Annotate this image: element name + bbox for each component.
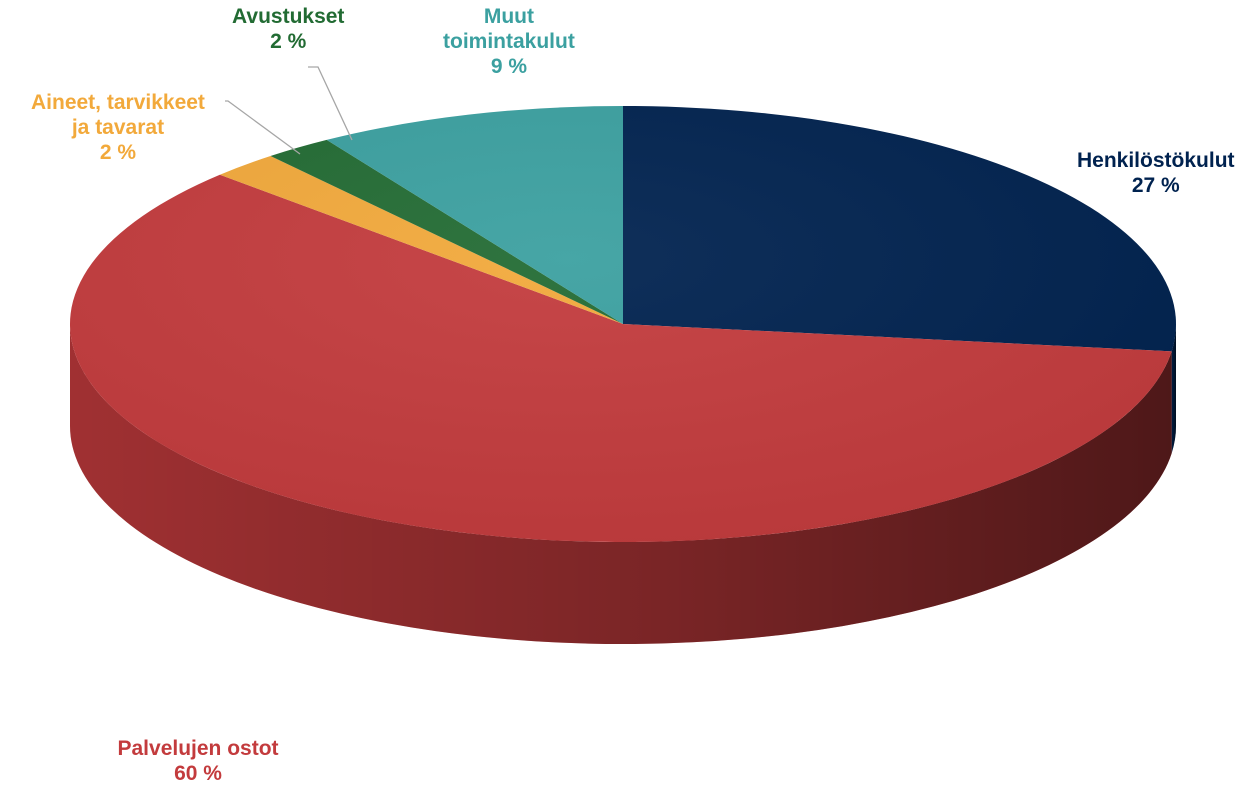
slice-name-text: ja tavarat — [71, 116, 165, 139]
data-label-muut-toimintakulut: Muut toimintakulut 9 % — [443, 4, 575, 79]
leader-line-avustukset — [308, 66, 353, 141]
data-label-henkilostokulut: Henkilöstökulut 27 % — [1077, 148, 1235, 198]
pie-top-sheen — [70, 106, 1176, 542]
data-label-aineet-tarvikkeet-ja-tavarat: Aineet, tarvikkeet ja tavarat 2 % — [31, 90, 205, 165]
slice-name-text: Palvelujen ostot — [117, 737, 279, 760]
data-label-avustukset: Avustukset 2 % — [232, 4, 344, 54]
slice-name-text: Avustukset — [232, 5, 345, 28]
slice-value-text: 2 % — [99, 141, 137, 164]
slice-value-text: 27 % — [1131, 174, 1180, 197]
slice-side-palvelujen-ostot — [70, 324, 1172, 644]
slice-name-text: Aineet, tarvikkeet — [31, 91, 205, 114]
slice-value-text: 60 % — [174, 762, 222, 785]
leader-line-aineet-tarvikkeet-ja-tavarat — [225, 100, 301, 155]
slice-value-text: 2 % — [270, 30, 307, 53]
slice-name-text: Muut — [483, 5, 534, 28]
slice-name-text: toimintakulut — [443, 30, 575, 53]
slice-name-text: Henkilöstökulut — [1077, 149, 1235, 172]
slice-side-henkilostokulut — [1171, 324, 1176, 454]
data-label-palvelujen-ostot: Palvelujen ostot 60 % — [118, 736, 279, 786]
slice-value-text: 9 % — [490, 55, 527, 78]
